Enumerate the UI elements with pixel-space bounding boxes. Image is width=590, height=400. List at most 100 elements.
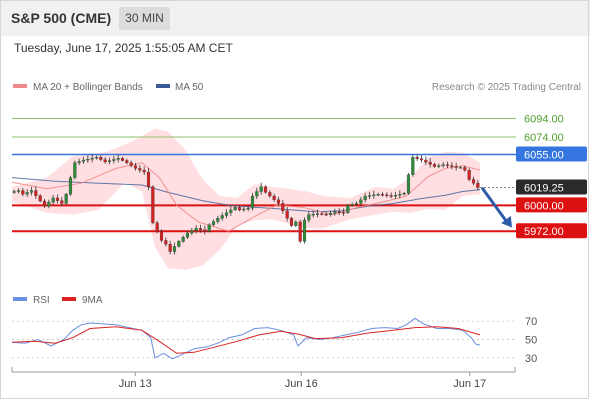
last-price-label: 6019.25 [524, 183, 564, 195]
candle-body [337, 211, 341, 213]
candle-body [376, 194, 380, 196]
candle-body [450, 165, 454, 167]
x-axis-tick-label: Jun 17 [453, 378, 486, 390]
candle-body [220, 215, 224, 219]
candle-body [194, 228, 198, 231]
instrument-title: S&P 500 (CME) [11, 10, 112, 26]
candle-body [142, 170, 146, 173]
candle-body [94, 157, 99, 159]
candle-body [372, 194, 376, 197]
timeframe-badge[interactable]: 30 MIN [119, 7, 170, 30]
candle-body [302, 219, 307, 242]
candle-body [263, 186, 268, 193]
price-level-tag [516, 223, 587, 239]
price-level-label: 5972.00 [524, 226, 564, 238]
ma50-line [11, 177, 481, 213]
price-level-label: 6094.00 [524, 113, 564, 125]
legend-label-ma20: MA 20 + Bollinger Bands [33, 82, 143, 93]
candle-body [471, 179, 476, 184]
candle-body [454, 166, 458, 168]
rsi-line [11, 317, 481, 360]
candle-body [73, 162, 77, 178]
candle-body [333, 211, 337, 214]
candle-body [281, 203, 285, 212]
candle-body [86, 158, 90, 161]
candle-body [389, 195, 393, 197]
watermark: Research © 2025 Trading Central [432, 82, 581, 93]
candle-body [424, 159, 428, 163]
candle-body [380, 194, 385, 196]
candle-body [354, 203, 359, 205]
candle-body [138, 168, 142, 171]
candle-body [324, 213, 328, 216]
price-legend: MA 20 + Bollinger Bands MA 50 [13, 82, 204, 93]
candle-body [42, 200, 47, 207]
rsi-tick-label: 30 [525, 353, 537, 365]
timestamp: Tuesday, June 17, 2025 1:55:05 AM CET [14, 41, 233, 55]
candle-body [64, 194, 68, 204]
rsi-tick-label: 70 [525, 316, 537, 328]
candle-body [107, 160, 112, 163]
legend-swatch-rsi [13, 297, 27, 301]
candle-body [246, 207, 250, 210]
candle-body [81, 159, 86, 162]
candle-body [411, 157, 415, 175]
candle-body [224, 212, 229, 216]
price-level-label: 6074.00 [524, 132, 564, 144]
candle-body [21, 190, 25, 195]
candle-body [307, 214, 311, 221]
candle-body [103, 159, 107, 163]
candle-body [255, 191, 259, 197]
header-bar [0, 0, 590, 36]
candle-body [298, 221, 302, 242]
candle-body [207, 224, 211, 232]
legend-label-rsi: RSI [33, 295, 50, 306]
candle-body [259, 186, 263, 192]
candle-body [198, 228, 203, 230]
candle-body [55, 197, 60, 201]
candle-body [428, 162, 432, 165]
candle-body [289, 218, 294, 226]
candle-body [99, 157, 103, 160]
forecast-arrow-head [501, 215, 512, 228]
bollinger-band [12, 128, 480, 270]
legend-swatch-ma50 [156, 84, 170, 88]
candle-body [116, 158, 120, 160]
candle-body [29, 190, 34, 193]
candle-body [242, 208, 246, 211]
candle-body [294, 221, 298, 226]
candle-body [181, 237, 185, 242]
price-level-label: 6000.00 [524, 200, 564, 212]
candle-body [177, 241, 181, 247]
price-level-tag [516, 146, 587, 162]
ma20-line [11, 162, 481, 232]
candle-body [419, 158, 424, 161]
candle-body [402, 193, 406, 195]
legend-label-ma50: MA 50 [175, 82, 204, 93]
price-level-label: 6055.00 [524, 150, 564, 162]
candle-body [385, 194, 389, 197]
candle-body [151, 186, 155, 224]
rsi-ma-line [11, 326, 481, 354]
candle-body [250, 195, 255, 209]
candle-body [68, 177, 73, 195]
candle-body [164, 240, 168, 245]
candle-body [320, 213, 324, 215]
x-axis-tick-label: Jun 16 [285, 378, 318, 390]
candle-body [16, 190, 21, 192]
legend-swatch-9ma [62, 297, 76, 301]
candle-body [233, 207, 237, 211]
candle-body [463, 167, 467, 171]
candle-body [398, 194, 402, 196]
candle-body [38, 195, 42, 202]
rsi-tick-label: 50 [525, 335, 537, 347]
candle-body [120, 158, 125, 161]
candle-body [47, 201, 51, 207]
candle-body [328, 213, 333, 215]
candle-body [276, 199, 281, 204]
candle-body [77, 161, 81, 163]
candle-body [133, 165, 138, 169]
candle-body [341, 212, 346, 214]
candle-body [185, 232, 190, 238]
